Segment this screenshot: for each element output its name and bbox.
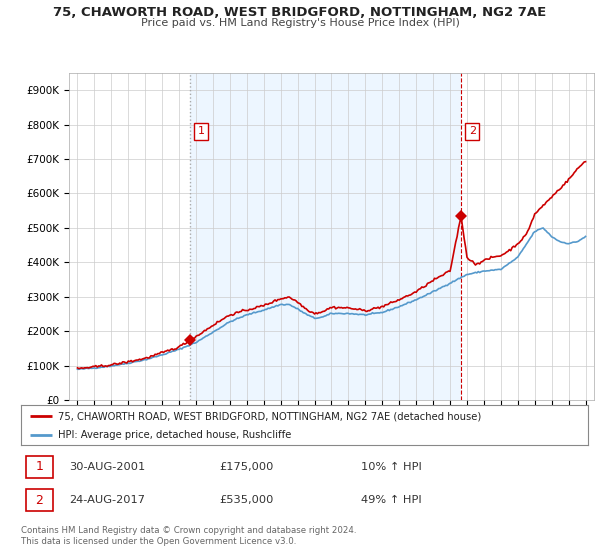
Bar (190, 73, 461, 400)
Text: 1: 1 (198, 127, 205, 137)
Text: Contains HM Land Registry data © Crown copyright and database right 2024.
This d: Contains HM Land Registry data © Crown c… (21, 526, 356, 546)
Text: 24-AUG-2017: 24-AUG-2017 (69, 495, 145, 505)
Text: £175,000: £175,000 (220, 462, 274, 472)
Text: 1: 1 (35, 460, 43, 473)
Text: 49% ↑ HPI: 49% ↑ HPI (361, 495, 422, 505)
FancyBboxPatch shape (26, 456, 53, 478)
Text: HPI: Average price, detached house, Rushcliffe: HPI: Average price, detached house, Rush… (58, 430, 291, 440)
Text: Price paid vs. HM Land Registry's House Price Index (HPI): Price paid vs. HM Land Registry's House … (140, 18, 460, 28)
Text: 75, CHAWORTH ROAD, WEST BRIDGFORD, NOTTINGHAM, NG2 7AE: 75, CHAWORTH ROAD, WEST BRIDGFORD, NOTTI… (53, 6, 547, 18)
Text: 10% ↑ HPI: 10% ↑ HPI (361, 462, 422, 472)
Text: 2: 2 (35, 494, 43, 507)
Text: 75, CHAWORTH ROAD, WEST BRIDGFORD, NOTTINGHAM, NG2 7AE (detached house): 75, CHAWORTH ROAD, WEST BRIDGFORD, NOTTI… (58, 411, 481, 421)
FancyBboxPatch shape (26, 489, 53, 511)
Text: 30-AUG-2001: 30-AUG-2001 (69, 462, 145, 472)
Text: 2: 2 (469, 127, 476, 137)
Text: £535,000: £535,000 (220, 495, 274, 505)
